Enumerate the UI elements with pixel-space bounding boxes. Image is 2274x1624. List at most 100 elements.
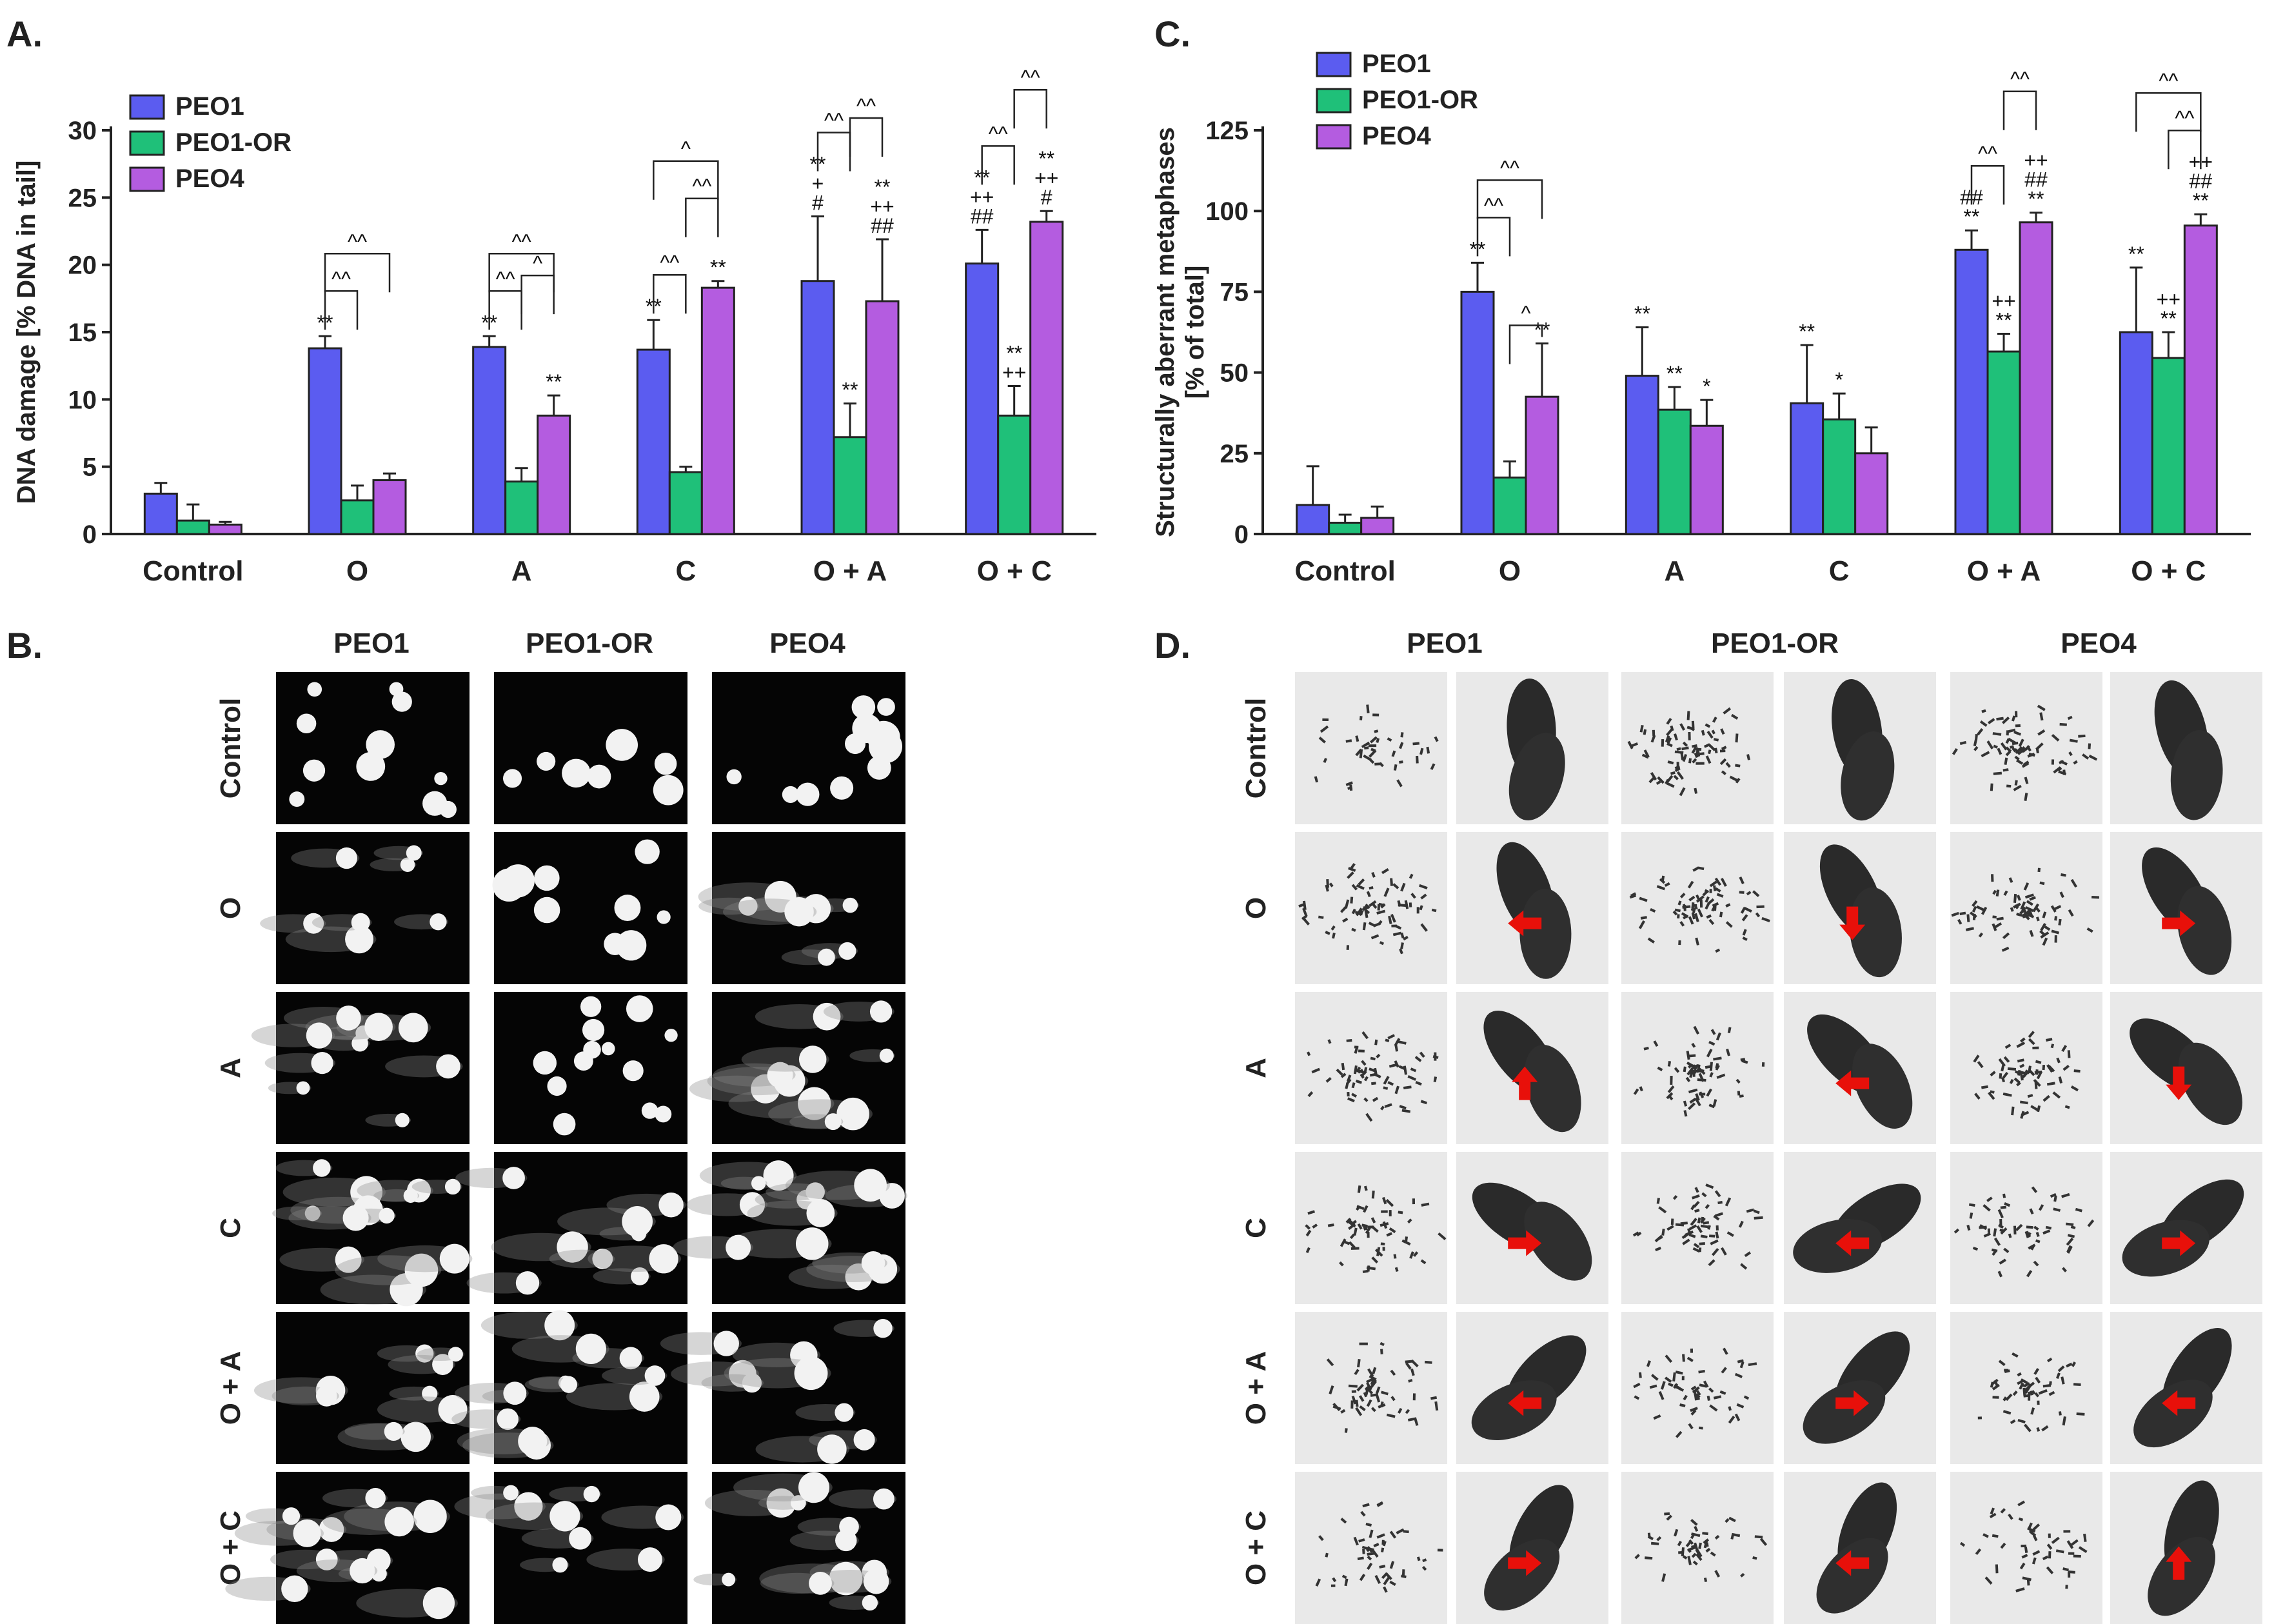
comet-head [307, 682, 322, 697]
chromosome [1726, 1048, 1730, 1056]
chromosome [1679, 787, 1686, 797]
comet-head [302, 759, 326, 782]
significance-label: ** [546, 370, 562, 393]
chromosome [2030, 1105, 2039, 1112]
comet-head [434, 771, 448, 786]
chromosome [1356, 1383, 1364, 1392]
comet-head [395, 1113, 410, 1127]
comet-image [225, 1472, 470, 1624]
chromosome [1410, 1359, 1419, 1368]
chromosome [1688, 1233, 1696, 1238]
chromosome [1363, 1076, 1369, 1082]
chromosome [1329, 882, 1334, 887]
chromosome [1679, 1403, 1686, 1407]
chromosome [1706, 1048, 1713, 1058]
chromosome [1380, 1105, 1385, 1111]
category-label: O + A [1967, 555, 2041, 587]
bracket-label: ^^ [1500, 156, 1519, 179]
chromosome [1728, 1415, 1735, 1424]
chromosome [1746, 891, 1752, 896]
chromosome [1986, 740, 1994, 749]
significance-bracket [1013, 88, 1047, 129]
legend-label: PEO4 [1362, 122, 1431, 150]
chromosome [1710, 1551, 1716, 1557]
legend-label: PEO1 [1362, 50, 1431, 78]
comet-head [422, 1385, 438, 1401]
chromosome [2061, 873, 2066, 877]
comet-head [622, 1060, 644, 1082]
chromosome [2073, 1069, 2081, 1073]
red-arrow [2166, 1066, 2192, 1100]
chromosome [1394, 1038, 1401, 1047]
chromosome [1676, 771, 1684, 780]
chromosome [1959, 1541, 1966, 1547]
chromosome [2012, 747, 2017, 753]
comet-head [335, 1246, 362, 1273]
red-arrow [1835, 1230, 1870, 1256]
chromosome [2004, 1369, 2009, 1372]
chromosome [1363, 1185, 1368, 1191]
chromosome [2032, 1557, 2037, 1565]
chromosome [2035, 1239, 2041, 1243]
chromosome [2027, 1094, 2033, 1098]
chromosome [1672, 1372, 1676, 1381]
chromosome [2002, 932, 2010, 940]
chromosome [1351, 1093, 1358, 1098]
chromosome [1381, 1547, 1385, 1553]
chromosome [1974, 734, 1978, 740]
chromosome [2004, 757, 2008, 766]
chromosome [1674, 1529, 1679, 1537]
chromosome [1656, 780, 1661, 786]
chromosome [1363, 746, 1369, 750]
chromosome [1657, 776, 1665, 784]
chromosome [1421, 1202, 1430, 1207]
chromosome [1361, 1031, 1369, 1040]
chromosome [1703, 743, 1710, 748]
metaphase-image [1621, 832, 1774, 984]
chromosome [1682, 1238, 1690, 1245]
legend-label: PEO1-OR [1362, 86, 1478, 114]
chromosome [1326, 1358, 1334, 1367]
chromosome [1744, 1251, 1751, 1258]
chromosome [1666, 1225, 1674, 1231]
category-label: O + A [813, 555, 887, 587]
chromosome [2062, 1064, 2070, 1071]
comet-head [795, 1227, 829, 1260]
chromosome [2054, 935, 2057, 943]
chromosome [1705, 1203, 1710, 1209]
chromosome [1344, 1578, 1349, 1587]
chromosome [1700, 1224, 1708, 1229]
chromosome [2026, 1578, 2030, 1586]
red-arrow [1508, 1230, 1542, 1256]
comet-head [345, 925, 374, 954]
chromosome [2073, 760, 2078, 765]
chromosome [1367, 1555, 1372, 1561]
comet-head [806, 1182, 825, 1202]
chromosome [1723, 1347, 1728, 1355]
chromosome [2024, 1385, 2032, 1394]
comet-head [658, 1192, 684, 1218]
chromosome [2017, 1372, 2022, 1377]
chromosome [2065, 1585, 2068, 1589]
chromosome [1353, 1227, 1358, 1236]
chromosome [2069, 738, 2078, 743]
chromosome [1714, 1534, 1720, 1540]
chromosome [2048, 1551, 2052, 1559]
chromosome [2061, 1376, 2065, 1385]
chromosome [1708, 1040, 1715, 1046]
chromosome [2041, 1425, 2049, 1432]
chromosome [1703, 1380, 1709, 1388]
comet-image [451, 1310, 687, 1464]
y-tick-label: 125 [1205, 117, 1249, 145]
chromosome [1979, 720, 1988, 728]
chromosome [1694, 1209, 1700, 1213]
chromosome [1686, 1062, 1694, 1067]
chromosome [2030, 1245, 2035, 1251]
chromosome [2015, 711, 2018, 718]
chromosome [1312, 1223, 1318, 1229]
chromosome [1398, 1407, 1403, 1414]
chromosome [1754, 1216, 1763, 1220]
chromosome [1381, 1391, 1389, 1396]
row-header: O + A [1240, 1351, 1272, 1425]
